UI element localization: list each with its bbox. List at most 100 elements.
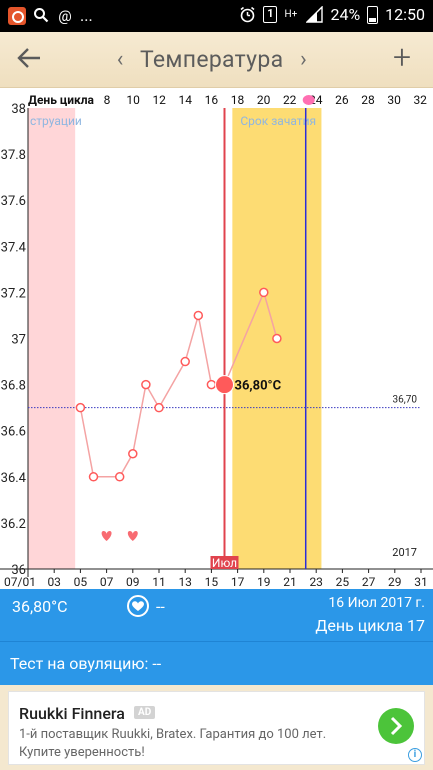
- cycle-day-tick: 22: [283, 93, 297, 107]
- prev-chevron-icon[interactable]: ‹: [116, 46, 124, 72]
- battery-icon: [367, 5, 379, 24]
- clock: 12:50: [385, 5, 425, 24]
- cycle-day-tick: 10: [126, 93, 140, 107]
- ovulation-marker-icon: [302, 95, 315, 105]
- cycle-day-tick: 16: [205, 93, 219, 107]
- date-tick-label: 27: [362, 575, 376, 589]
- date-tick-label: 15: [205, 575, 219, 589]
- at-icon: @: [58, 6, 72, 25]
- status-bar: @ ... 1 H+ 24% 12:50: [0, 0, 433, 32]
- ovulation-test-value: --: [152, 654, 162, 673]
- cycle-day-tick: 30: [387, 93, 401, 107]
- date-tick-label: 03: [47, 575, 61, 589]
- date-tick-label: 17: [231, 575, 245, 589]
- temperature-point: [114, 472, 125, 482]
- intercourse-value: --: [156, 597, 165, 616]
- signal-icon: [305, 4, 323, 24]
- summary-date: 16 Июл 2017 г.: [328, 595, 425, 611]
- more-dots-icon: ...: [80, 6, 93, 25]
- y-tick-label: 36: [11, 563, 26, 578]
- date-tick-label: 05: [74, 575, 88, 589]
- date-tick-label: 23: [309, 575, 323, 589]
- cycle-day-tick: 26: [335, 93, 349, 107]
- temperature-point: [88, 472, 99, 482]
- cycle-day-tick: 18: [231, 93, 245, 107]
- page-title: Температура: [140, 45, 284, 73]
- next-chevron-icon[interactable]: ›: [300, 46, 307, 72]
- y-tick-label: 37.4: [1, 240, 27, 255]
- coverline-label: 36,70: [393, 395, 418, 406]
- y-tick-label: 37: [11, 333, 26, 348]
- temperature-chart[interactable]: струации Срок зачатия 38 37.8 37.6 37.4 37.2 37…: [0, 88, 433, 589]
- y-tick-label: 37.6: [1, 194, 26, 209]
- menstruation-label: струации: [30, 114, 82, 128]
- temperature-point: [259, 287, 269, 298]
- selected-point: [215, 375, 234, 395]
- battery-percent: 24%: [330, 5, 361, 24]
- ad-banner[interactable]: Ruukki Finnera AD 1-й поставщик Ruukki, …: [8, 691, 425, 765]
- date-tick-label: 19: [257, 575, 271, 589]
- summary-cycle-day: День цикла 17: [315, 616, 425, 635]
- temperature-point: [141, 379, 151, 390]
- back-arrow-icon[interactable]: [16, 44, 44, 72]
- cycle-day-tick: 20: [257, 93, 271, 107]
- y-tick-label: 38: [11, 102, 26, 117]
- temperature-point: [154, 402, 164, 413]
- heart-circle-icon[interactable]: [127, 595, 149, 617]
- cycle-day-tick: 8: [104, 93, 111, 107]
- y-tick-label: 36.4: [1, 471, 27, 486]
- y-tick-label: 37.8: [1, 148, 26, 163]
- temperature-point: [128, 449, 138, 459]
- chevron-right-icon[interactable]: [378, 708, 414, 744]
- cycle-day-tick: 12: [152, 93, 166, 107]
- ad-text[interactable]: 1-й поставщик Ruukki, Bratex. Гарантия д…: [19, 727, 327, 760]
- temperature-point: [193, 310, 204, 321]
- month-label: Июл: [212, 556, 237, 570]
- temperature-point: [75, 402, 86, 413]
- ovulation-test-label: Тест на овуляцию:: [10, 654, 149, 673]
- summary-temperature: 36,80°C: [12, 597, 68, 616]
- date-tick-label: 25: [336, 575, 350, 589]
- data-icon: H+: [284, 8, 298, 20]
- date-tick-label: 13: [178, 575, 192, 589]
- y-tick-label: 37.2: [1, 286, 26, 301]
- search-icon: [32, 7, 50, 25]
- date-tick-label: 07: [100, 575, 114, 589]
- sim-1-icon: 1: [263, 6, 278, 23]
- heart-icon: [101, 531, 112, 541]
- date-tick-label: 11: [152, 575, 166, 589]
- ad-badge: AD: [134, 706, 156, 719]
- alarm-icon: [238, 6, 256, 24]
- cycle-day-tick: 32: [413, 93, 427, 107]
- date-tick-label: 09: [126, 575, 140, 589]
- add-plus-icon[interactable]: +: [392, 38, 412, 76]
- fertile-window-label: Срок зачатия: [240, 114, 316, 128]
- chart-svg[interactable]: струации Срок зачатия 38 37.8 37.6 37.4 37.2 37…: [0, 88, 433, 589]
- month-label-bg: [210, 556, 239, 569]
- y-tick-label: 36.8: [1, 379, 26, 394]
- ad-info-icon[interactable]: i: [408, 748, 422, 762]
- day-summary-bar[interactable]: 36,80°C -- 16 Июл 2017 г. День цикла 17: [0, 589, 433, 641]
- cycle-day-header: День цикла: [28, 93, 95, 107]
- title-switcher: ‹ Температура ›: [110, 44, 340, 74]
- ovulation-test-row[interactable]: Тест на овуляцию: --: [0, 641, 433, 685]
- y-tick-label: 36.2: [1, 517, 26, 532]
- temperature-point: [272, 333, 282, 344]
- temperature-point: [180, 356, 190, 367]
- ad-area: Ruukki Finnera AD 1-й поставщик Ruukki, …: [0, 685, 433, 770]
- menstruation-band: [28, 108, 76, 569]
- app-icon: [8, 6, 26, 25]
- date-tick-label: 29: [388, 575, 402, 589]
- selected-value-label: 36,80°C: [235, 379, 282, 394]
- year-label: 2017: [392, 546, 417, 559]
- cycle-day-tick: 14: [179, 93, 193, 107]
- temperature-point: [206, 379, 217, 390]
- y-tick-label: 36.6: [1, 425, 26, 440]
- cycle-day-tick: 28: [361, 93, 375, 107]
- date-tick-label: 31: [414, 575, 428, 589]
- date-tick-label: 21: [283, 575, 297, 589]
- app-header: ‹ Температура › +: [0, 32, 433, 88]
- date-tick-label: 07/01: [4, 575, 36, 589]
- ad-title[interactable]: Ruukki Finnera: [19, 704, 125, 723]
- heart-icon: [127, 531, 138, 541]
